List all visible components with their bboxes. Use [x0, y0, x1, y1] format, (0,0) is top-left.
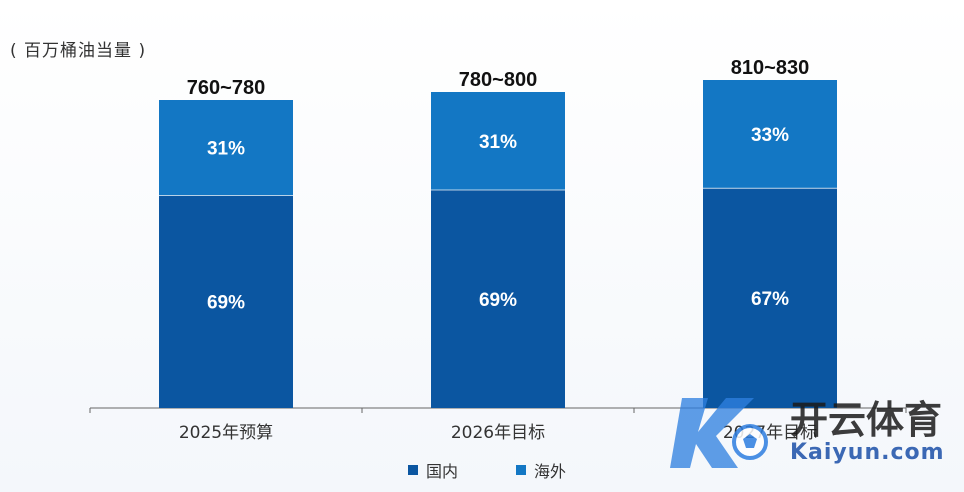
bar-segment-overseas — [431, 92, 565, 190]
data-label-domestic: 69% — [479, 290, 517, 311]
bar-segment-overseas — [159, 100, 293, 196]
bar-total-label: 780~800 — [459, 69, 537, 91]
watermark-main-text: 开云体育 — [790, 397, 943, 442]
legend-label-domestic: 国内 — [426, 462, 459, 481]
bar-segment-domestic — [159, 195, 293, 408]
bar-total-label: 760~780 — [187, 77, 265, 99]
legend-swatch-domestic — [408, 465, 418, 475]
legend-swatch-overseas — [516, 465, 527, 475]
x-tick-label: 2025年预算 — [179, 423, 273, 443]
bar-segment-overseas — [703, 80, 837, 189]
watermark-sub-text: Kaiyun.com — [790, 439, 945, 465]
bar-segment-domestic — [703, 188, 837, 408]
legend-label-overseas: 海外 — [534, 462, 567, 481]
x-tick-label: 2026年目标 — [451, 423, 545, 443]
legend: 国内 海外 — [408, 458, 566, 482]
bar-total-label: 810~830 — [731, 57, 809, 79]
legend-item-overseas: 海外 — [516, 458, 566, 482]
data-label-domestic: 69% — [207, 293, 245, 314]
data-label-overseas: 31% — [479, 132, 517, 153]
data-label-domestic: 67% — [751, 289, 789, 310]
unit-label: ( 百万桶油当量 ) — [10, 41, 147, 61]
data-label-overseas: 31% — [207, 139, 245, 160]
legend-item-domestic: 国内 — [408, 458, 458, 482]
bar-segment-domestic — [431, 189, 565, 408]
data-label-overseas: 33% — [751, 125, 789, 146]
watermark: 开云体育 Kaiyun.com — [668, 392, 945, 472]
k-soccer-logo-icon — [670, 398, 768, 468]
